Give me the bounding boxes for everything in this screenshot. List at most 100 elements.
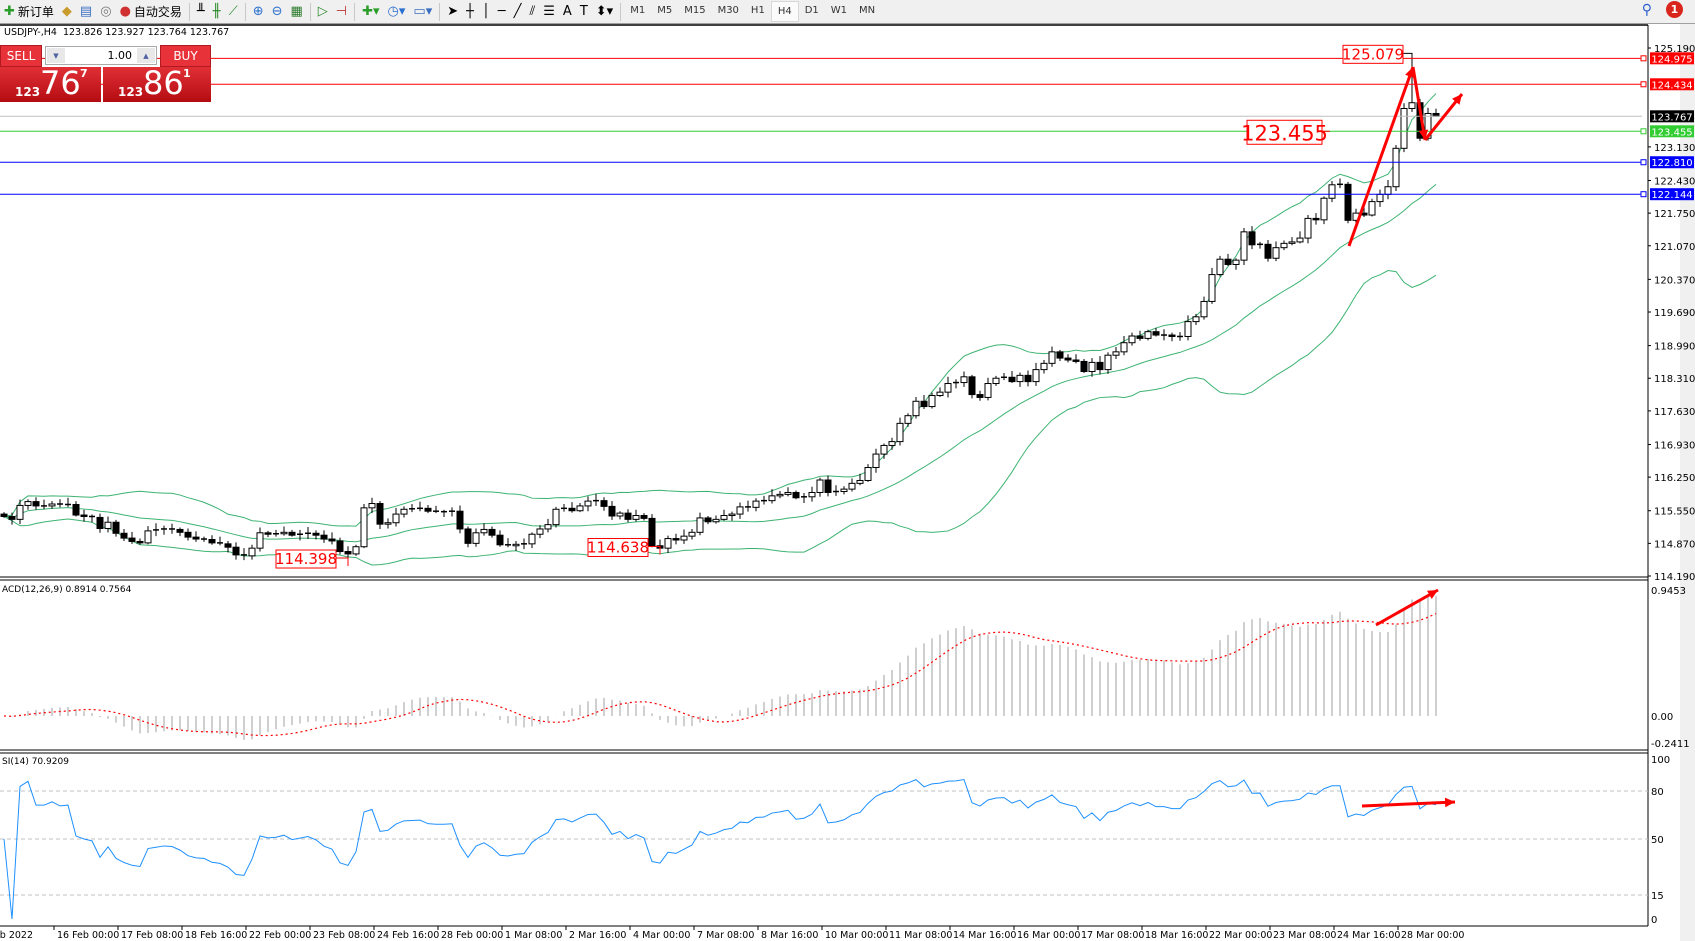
price-line-tag <box>1650 125 1694 138</box>
timeframe-d1[interactable]: D1 <box>804 5 819 16</box>
price-line-tag <box>1650 188 1694 201</box>
candle <box>1328 180 1336 203</box>
candle-bull-body <box>384 522 392 525</box>
auto-trading-button[interactable]: ● 自动交易 <box>116 1 186 22</box>
candle-bull-body <box>680 535 688 541</box>
timeframe-m1[interactable]: M1 <box>630 5 646 16</box>
timeframe-m5[interactable]: M5 <box>657 5 673 16</box>
cursor-button[interactable]: ➤ <box>443 1 462 22</box>
periods-button[interactable]: ◷▾ <box>384 1 410 22</box>
candle <box>624 509 632 523</box>
candle <box>936 387 944 397</box>
candle-bear-body <box>112 521 120 534</box>
candle <box>632 509 640 522</box>
candle-bull-body <box>728 513 736 517</box>
candle-bull-body <box>1128 335 1136 344</box>
lot-increase-button[interactable]: ▲ <box>137 48 155 63</box>
zoom-out-button[interactable]: ⊖ <box>268 1 287 22</box>
search-icon[interactable]: ⚲ <box>1641 1 1652 18</box>
candle-bull-body <box>1328 184 1336 199</box>
price-tick-label: 120.370 <box>1654 275 1695 286</box>
buy-price[interactable]: 123 86 1 <box>103 64 211 102</box>
timeframe-h4[interactable]: H4 <box>770 1 799 22</box>
bar-chart-button[interactable]: ╨ <box>193 1 209 22</box>
text-button[interactable]: A <box>559 1 576 22</box>
price-tick-label: 114.870 <box>1654 539 1695 550</box>
indicators-button[interactable]: ✚▾ <box>358 1 383 22</box>
candle <box>201 536 207 542</box>
candle <box>1184 315 1192 341</box>
buy-button[interactable]: BUY <box>160 45 211 67</box>
signals-button[interactable]: ◎ <box>96 1 115 22</box>
text-label-button[interactable]: T <box>576 1 592 22</box>
candle-bear-body <box>1008 376 1016 383</box>
tile-windows-button[interactable]: ▦ <box>287 1 307 22</box>
timeframe-w1[interactable]: W1 <box>830 5 848 16</box>
candle <box>552 506 560 528</box>
candle <box>417 501 423 512</box>
timeframe-mn[interactable]: MN <box>859 5 876 16</box>
price-tick-label: 119.690 <box>1654 308 1695 319</box>
templates-button[interactable]: ▭▾ <box>409 1 436 22</box>
candle <box>208 535 216 545</box>
candle-bear-body <box>1096 361 1104 371</box>
candle <box>1120 336 1128 356</box>
candle-bull-body <box>904 415 912 424</box>
candle <box>1224 253 1232 266</box>
candle-bear-body <box>176 528 184 533</box>
candle <box>1016 372 1024 387</box>
candle <box>273 529 279 537</box>
candle <box>984 377 992 401</box>
timeframe-m30[interactable]: M30 <box>717 5 739 16</box>
horizontal-line-button[interactable]: ─ <box>494 1 510 22</box>
candlestick-button[interactable]: ╫ <box>209 1 225 22</box>
candle <box>232 542 240 560</box>
candle-bear-body <box>920 400 928 408</box>
line-chart-button[interactable]: ⟋ <box>225 1 242 22</box>
channel-button[interactable]: ⫽ <box>525 1 539 22</box>
zoom-in-button[interactable]: ⊕ <box>249 1 268 22</box>
time-tick-label: 2 Mar 16:00 <box>569 930 626 941</box>
time-tick-label: 28 Mar 00:00 <box>1401 930 1464 941</box>
notification-badge[interactable]: 1 <box>1666 1 1683 18</box>
sell-price[interactable]: 123 76 7 <box>0 64 101 102</box>
candle <box>1008 371 1016 384</box>
candle-bear-body <box>320 534 328 540</box>
time-tick-label: 10 Mar 00:00 <box>825 930 888 941</box>
candle-bear-body <box>424 507 432 512</box>
candle <box>1257 241 1263 249</box>
candle-bear-body <box>312 532 320 536</box>
candle <box>288 529 296 537</box>
chart-shift-button[interactable]: ⊣ <box>332 1 351 22</box>
vertical-line-button[interactable]: │ <box>478 1 494 22</box>
lot-decrease-button[interactable]: ▼ <box>47 48 65 63</box>
candle <box>912 396 920 419</box>
arrows-button[interactable]: ⬍▾ <box>592 1 617 22</box>
sell-price-fraction: 7 <box>80 67 88 80</box>
candle-bull-body <box>912 400 920 417</box>
sell-button[interactable]: SELL <box>0 45 42 67</box>
toolbar-right: ⚲ 1 <box>1642 1 1683 18</box>
market-watch-button[interactable]: ◆ <box>58 1 76 22</box>
price-tick-label: 118.310 <box>1654 374 1695 385</box>
new-order-button[interactable]: ✚ 新订单 <box>0 1 58 22</box>
candle-bull-body <box>936 391 944 397</box>
candle <box>449 507 455 517</box>
timeframe-h1[interactable]: H1 <box>750 5 765 16</box>
fibonacci-button[interactable]: ☰ <box>539 1 559 22</box>
timeframe-m15[interactable]: M15 <box>684 5 706 16</box>
rsi-tick-label: 100 <box>1651 755 1670 766</box>
trendline-button[interactable]: ╱ <box>510 1 526 22</box>
macd-label: ACD(12,26,9) 0.8914 0.7564 <box>2 585 132 595</box>
crosshair-button[interactable]: ┼ <box>462 1 478 22</box>
price-up-arrow <box>1347 66 1415 247</box>
autoscroll-button[interactable]: ▷ <box>314 1 332 22</box>
navigator-button[interactable]: ▤ <box>76 1 96 22</box>
candle-bull-body <box>1384 186 1392 195</box>
candle <box>248 544 256 560</box>
candle-bull-body <box>664 538 672 549</box>
candle <box>400 506 408 518</box>
lot-size-input[interactable]: ▼ 1.00 ▲ <box>45 46 157 65</box>
time-tick-label: 24 Mar 16:00 <box>1337 930 1400 941</box>
